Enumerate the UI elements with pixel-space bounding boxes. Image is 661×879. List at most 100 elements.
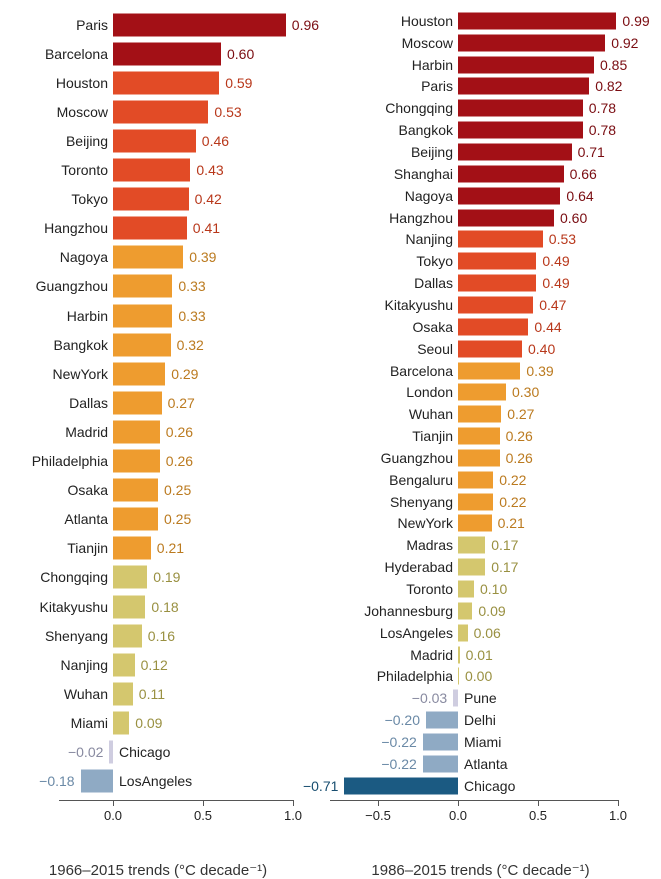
bar	[113, 536, 151, 561]
bar	[458, 514, 492, 533]
bar	[458, 492, 493, 511]
city-label: Tianjin	[67, 540, 108, 556]
city-label: Guangzhou	[381, 450, 453, 466]
bar	[458, 186, 560, 205]
value-label: 0.18	[151, 599, 178, 615]
right-panel: Houston0.99Moscow0.92Harbin0.85Paris0.82…	[308, 10, 653, 855]
bar-row: Bangkok0.32	[8, 330, 308, 359]
bar-row: Beijing0.46	[8, 126, 308, 155]
value-label: 0.59	[225, 75, 252, 91]
value-label: 0.32	[177, 337, 204, 353]
value-label: 0.66	[570, 166, 597, 182]
bar-row: Tianjin0.21	[8, 534, 308, 563]
city-label: Atlanta	[64, 511, 108, 527]
city-label: Madras	[406, 537, 453, 553]
city-label: Guangzhou	[36, 278, 108, 294]
bar	[458, 427, 500, 446]
right-plot: Houston0.99Moscow0.92Harbin0.85Paris0.82…	[308, 10, 653, 800]
bar-row: Tokyo0.49	[308, 250, 653, 272]
bar-row: Bengaluru0.22	[308, 469, 653, 491]
bar	[458, 143, 572, 162]
city-label: Chongqing	[385, 100, 453, 116]
city-label: Chicago	[464, 778, 515, 794]
bar	[458, 230, 543, 249]
city-label: NewYork	[397, 515, 453, 531]
value-label: 0.01	[466, 647, 493, 663]
value-label: 0.71	[578, 144, 605, 160]
bar	[458, 33, 605, 52]
value-label: 0.82	[595, 78, 622, 94]
bar-row: LosAngeles−0.18	[8, 767, 308, 796]
bar	[458, 208, 554, 227]
bar-row: Toronto0.43	[8, 156, 308, 185]
value-label: 0.46	[202, 133, 229, 149]
city-label: LosAngeles	[119, 773, 192, 789]
value-label: −0.22	[381, 756, 416, 772]
value-label: 0.25	[164, 511, 191, 527]
city-label: Wuhan	[64, 686, 108, 702]
bar	[458, 339, 522, 358]
bar	[113, 70, 219, 95]
city-label: Miami	[464, 734, 501, 750]
value-label: 0.30	[512, 384, 539, 400]
city-label: Nagoya	[405, 188, 453, 204]
city-label: Nanjing	[61, 657, 108, 673]
bar-row: Harbin0.33	[8, 301, 308, 330]
bar-row: Dallas0.49	[308, 272, 653, 294]
city-label: Shanghai	[394, 166, 453, 182]
value-label: 0.22	[499, 494, 526, 510]
city-label: Atlanta	[464, 756, 508, 772]
bar-row: Toronto0.10	[308, 578, 653, 600]
bar-row: Shenyang0.16	[8, 621, 308, 650]
bar	[458, 536, 485, 555]
city-label: Dallas	[414, 275, 453, 291]
value-label: 0.33	[178, 308, 205, 324]
city-label: Hangzhou	[44, 220, 108, 236]
left-axis: 0.00.51.0	[8, 800, 308, 838]
bar-row: Nagoya0.64	[308, 185, 653, 207]
bar	[113, 361, 165, 386]
value-label: 0.43	[196, 162, 223, 178]
bar-row: Nanjing0.53	[308, 229, 653, 251]
left-xlabel: 1966–2015 trends (°C decade⁻¹)	[8, 855, 308, 879]
bar	[458, 580, 474, 599]
value-label: 0.21	[498, 515, 525, 531]
axis-tick-label: 0.5	[194, 808, 212, 823]
bar-row: Delhi−0.20	[308, 709, 653, 731]
city-label: Chongqing	[40, 569, 108, 585]
bar-row: Shanghai 0.66	[308, 163, 653, 185]
bar-row: Beijing0.71	[308, 141, 653, 163]
bar	[113, 128, 196, 153]
city-label: Houston	[401, 13, 453, 29]
bar-row: Johannesburg0.09	[308, 600, 653, 622]
chart-container: Paris0.96Barcelona0.60Houston0.59Moscow0…	[0, 0, 661, 879]
axis-tick	[203, 800, 204, 806]
city-label: Bengaluru	[389, 472, 453, 488]
bar-row: Philadelphia0.26	[8, 447, 308, 476]
bar-row: Moscow0.92	[308, 32, 653, 54]
axis-tick	[458, 800, 459, 806]
city-label: Moscow	[57, 104, 108, 120]
bar	[458, 470, 493, 489]
city-label: Pune	[464, 690, 497, 706]
value-label: 0.26	[506, 428, 533, 444]
bar	[458, 383, 506, 402]
value-label: −0.02	[68, 744, 103, 760]
city-label: Kitakyushu	[385, 297, 453, 313]
city-label: NewYork	[52, 366, 108, 382]
bar-row: Paris0.96	[8, 10, 308, 39]
value-label: 0.40	[528, 341, 555, 357]
bar-row: Chicago−0.71	[308, 775, 653, 797]
bar-row: Pune−0.03	[308, 687, 653, 709]
bar	[113, 652, 135, 677]
city-label: Delhi	[464, 712, 496, 728]
axis-tick-label: 0.0	[104, 808, 122, 823]
bar	[109, 740, 113, 765]
value-label: 0.99	[622, 13, 649, 29]
bar-row: London0.30	[308, 381, 653, 403]
bar	[113, 565, 147, 590]
city-label: Barcelona	[390, 363, 453, 379]
value-label: 0.60	[227, 46, 254, 62]
city-label: Tokyo	[71, 191, 108, 207]
bar	[423, 732, 458, 751]
